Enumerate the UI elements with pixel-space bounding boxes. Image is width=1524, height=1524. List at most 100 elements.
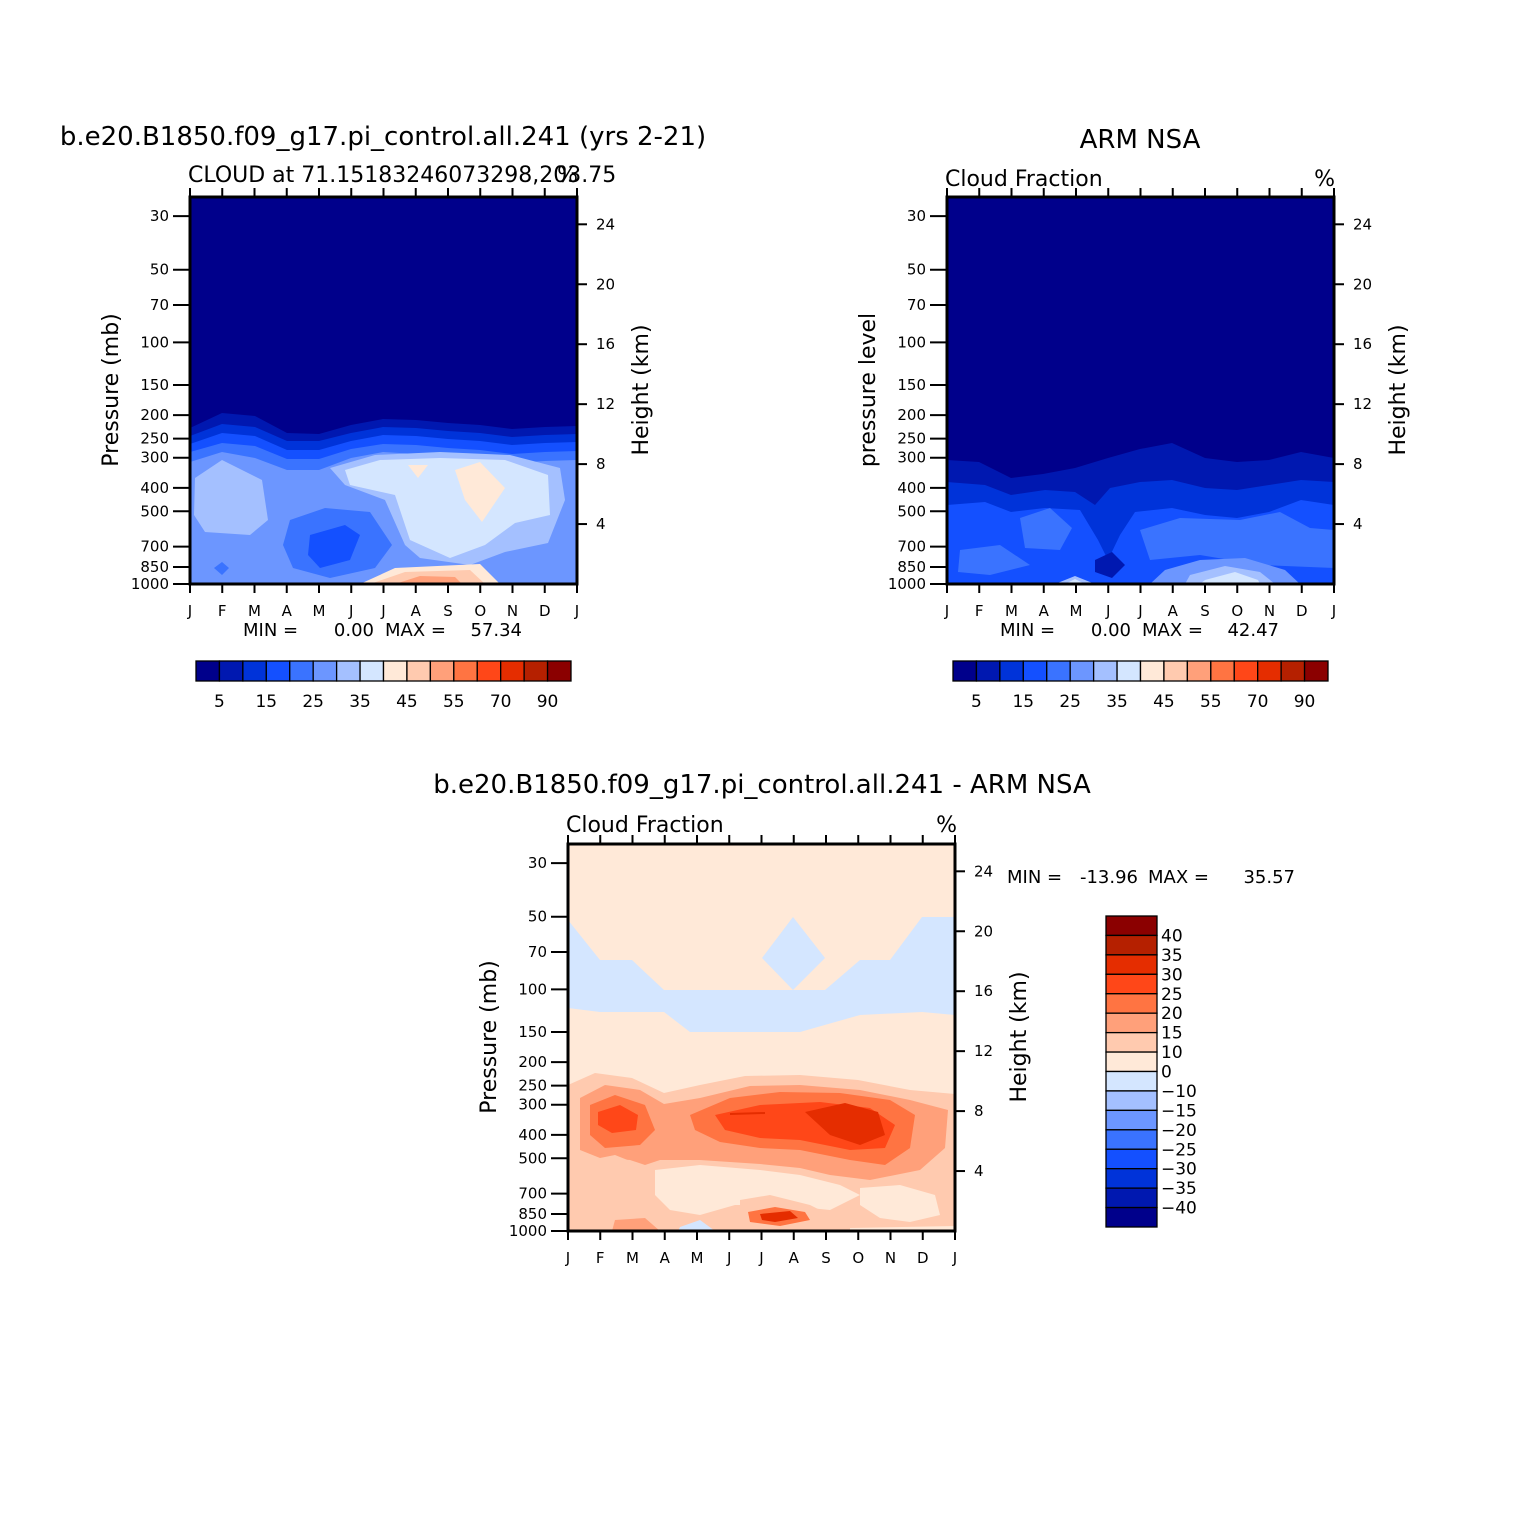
y-tick-label: 100 bbox=[518, 980, 547, 998]
y-tick-label: 250 bbox=[140, 430, 169, 448]
height-tick-label: 20 bbox=[974, 922, 993, 940]
x-tick-label: D bbox=[1296, 602, 1308, 620]
units-label: % bbox=[557, 163, 578, 188]
contour-band bbox=[308, 525, 360, 568]
height-tick-label: 16 bbox=[596, 335, 615, 353]
height-tick-label: 4 bbox=[974, 1162, 984, 1180]
colorbar-swatch bbox=[523, 660, 549, 682]
colorbar-swatch bbox=[1022, 660, 1048, 682]
contour-band bbox=[1020, 508, 1072, 550]
contour-band bbox=[1200, 572, 1260, 584]
height-tick-label: 20 bbox=[596, 275, 615, 293]
colorbar-swatch bbox=[242, 660, 267, 682]
colorbar-label: 15 bbox=[1012, 692, 1034, 712]
x-tick-label: A bbox=[411, 602, 422, 620]
y-tick-label: 150 bbox=[518, 1023, 547, 1041]
units-label: % bbox=[936, 813, 957, 838]
colorbar-label: 45 bbox=[396, 692, 418, 712]
y-tick-label: 400 bbox=[897, 479, 926, 497]
y-tick-label: 70 bbox=[150, 296, 169, 314]
colorbar-swatch bbox=[1280, 660, 1306, 682]
y-tick-label: 70 bbox=[528, 943, 547, 961]
y-axis-left-label: pressure level bbox=[856, 313, 881, 467]
panel-title: b.e20.B1850.f09_g17.pi_control.all.241 (… bbox=[60, 122, 706, 152]
colorbar-label: −30 bbox=[1161, 1160, 1197, 1180]
height-tick-label: 12 bbox=[974, 1042, 993, 1060]
colorbar-swatch bbox=[1139, 660, 1165, 682]
colorbar-label: 20 bbox=[1161, 1004, 1183, 1024]
colorbar-label: 0 bbox=[1161, 1063, 1172, 1083]
colorbar-swatch bbox=[312, 660, 338, 682]
min-value: 0.00 bbox=[1091, 620, 1131, 641]
x-tick-label: N bbox=[885, 1249, 896, 1267]
colorbar-label: 10 bbox=[1161, 1043, 1183, 1063]
x-tick-label: N bbox=[507, 602, 518, 620]
x-tick-label: O bbox=[474, 602, 486, 620]
colorbar-swatch bbox=[1105, 1051, 1158, 1073]
y-tick-label: 300 bbox=[518, 1096, 547, 1114]
y-tick-label: 400 bbox=[140, 479, 169, 497]
colorbar-swatch bbox=[1105, 1031, 1158, 1053]
y-tick-label: 1000 bbox=[509, 1222, 547, 1240]
panel-title: b.e20.B1850.f09_g17.pi_control.all.241 -… bbox=[433, 770, 1091, 800]
panel-diff: b.e20.B1850.f09_g17.pi_control.all.241 -… bbox=[433, 770, 1295, 1267]
x-tick-label: J bbox=[1137, 602, 1142, 620]
colorbar-label: 35 bbox=[1106, 692, 1128, 712]
y-tick-label: 500 bbox=[518, 1149, 547, 1167]
colorbar-label: −25 bbox=[1161, 1140, 1197, 1160]
x-tick-label: O bbox=[852, 1249, 864, 1267]
x-tick-label: N bbox=[1264, 602, 1275, 620]
max-label: MAX = bbox=[1142, 620, 1203, 641]
x-tick-label: S bbox=[443, 602, 453, 620]
max-value: 35.57 bbox=[1243, 867, 1295, 888]
max-value: 57.34 bbox=[470, 620, 522, 641]
x-tick-label: J bbox=[944, 602, 949, 620]
x-tick-label: S bbox=[1200, 602, 1210, 620]
colorbar-swatch bbox=[999, 660, 1024, 682]
colorbar-swatch bbox=[1105, 1187, 1158, 1209]
colorbar-label: 55 bbox=[443, 692, 465, 712]
x-tick-label: M bbox=[1070, 602, 1083, 620]
panel-obs: ARM NSA Cloud Fraction % J F M A M J J A S O N D J 30… bbox=[856, 125, 1411, 712]
min-value: -13.96 bbox=[1080, 867, 1138, 888]
colorbar-swatch bbox=[1105, 1206, 1158, 1228]
max-label: MAX = bbox=[1148, 867, 1209, 888]
y-tick-label: 400 bbox=[518, 1126, 547, 1144]
contour-band bbox=[194, 460, 268, 535]
colorbar-swatch bbox=[1105, 915, 1158, 937]
min-value: 0.00 bbox=[334, 620, 374, 641]
colorbar-swatch bbox=[1105, 973, 1158, 995]
contour-band bbox=[455, 462, 505, 522]
colorbar-swatch bbox=[195, 660, 221, 682]
y-tick-label: 250 bbox=[518, 1077, 547, 1095]
panel-title: ARM NSA bbox=[1080, 125, 1201, 155]
contour-field bbox=[568, 844, 955, 1231]
stats-line: MIN = 0.00 MAX = 57.34 bbox=[243, 620, 522, 641]
contour-band bbox=[1140, 512, 1334, 568]
units-label: % bbox=[1314, 167, 1335, 192]
colorbar-swatch bbox=[1105, 993, 1158, 1014]
contour-band bbox=[655, 1165, 860, 1215]
x-tick-label: A bbox=[1039, 602, 1050, 620]
contour-band bbox=[860, 1185, 940, 1222]
colorbar-swatch bbox=[382, 660, 408, 682]
y-tick-label: 700 bbox=[140, 538, 169, 556]
y-tick-label: 850 bbox=[897, 558, 926, 576]
colorbar-swatch bbox=[1303, 660, 1329, 682]
contour-band bbox=[395, 576, 462, 584]
colorbar-swatch bbox=[406, 660, 432, 682]
colorbar-swatch bbox=[1046, 660, 1071, 682]
colorbar-label: −15 bbox=[1161, 1101, 1197, 1121]
colorbar-swatch bbox=[335, 660, 361, 682]
colorbar-label: 5 bbox=[971, 692, 982, 712]
x-tick-label: J bbox=[1105, 602, 1110, 620]
y-axis-left-label: Pressure (mb) bbox=[477, 960, 502, 1114]
colorbar-swatch bbox=[1105, 1148, 1158, 1170]
contour-band bbox=[408, 465, 428, 478]
colorbar-swatch bbox=[1186, 660, 1212, 682]
y-tick-label: 250 bbox=[897, 430, 926, 448]
y-tick-label: 850 bbox=[140, 558, 169, 576]
y-tick-label: 200 bbox=[140, 406, 169, 424]
